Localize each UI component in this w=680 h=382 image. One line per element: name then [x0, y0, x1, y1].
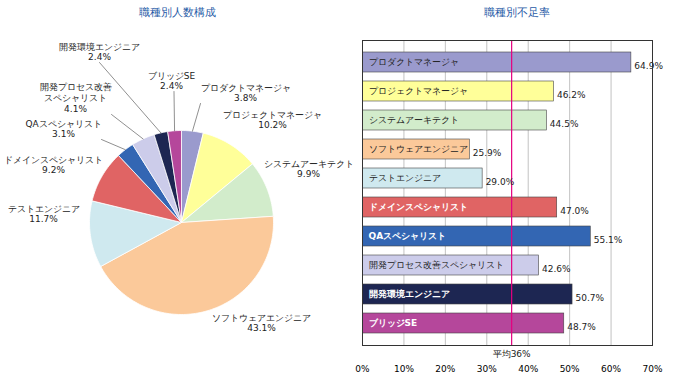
- svg-text:64.9%: 64.9%: [634, 61, 663, 71]
- svg-text:開発プロセス改善スペシャリスト: 開発プロセス改善スペシャリスト: [369, 260, 504, 270]
- svg-text:ソフトウェアエンジニア43.1%: ソフトウェアエンジニア43.1%: [212, 313, 311, 334]
- svg-text:55.1%: 55.1%: [594, 235, 623, 245]
- svg-text:プロダクトマネージャ3.8%: プロダクトマネージャ3.8%: [201, 83, 291, 104]
- svg-text:ソフトウェアエンジニア: ソフトウェアエンジニア: [369, 144, 468, 154]
- html-text:職種別人数構成: 職種別人数構成: [138, 6, 216, 19]
- svg-text:60%: 60%: [601, 364, 621, 374]
- svg-text:ドメインスペシャリスト: ドメインスペシャリスト: [369, 202, 468, 212]
- svg-text:開発環境エンジニア: 開発環境エンジニア: [369, 289, 450, 299]
- svg-text:プロジェクトマネージャ: プロジェクトマネージャ: [369, 86, 468, 96]
- svg-text:QAスペシャリスト: QAスペシャリスト: [369, 231, 447, 241]
- svg-text:システムアーキテクト: システムアーキテクト: [369, 115, 459, 125]
- svg-text:42.6%: 42.6%: [542, 264, 571, 274]
- svg-text:プロダクトマネージャ: プロダクトマネージャ: [369, 57, 459, 67]
- svg-text:0%: 0%: [355, 364, 370, 374]
- svg-text:ブリッジSE: ブリッジSE: [369, 318, 418, 328]
- html-text:職種別不足率: 職種別不足率: [484, 6, 550, 19]
- svg-text:40%: 40%: [518, 364, 538, 374]
- svg-text:10%: 10%: [394, 364, 414, 374]
- svg-text:平均36%: 平均36%: [493, 349, 531, 359]
- svg-text:25.9%: 25.9%: [473, 148, 502, 158]
- svg-text:29.0%: 29.0%: [486, 177, 515, 187]
- svg-text:システムアーキテクト9.9%: システムアーキテクト9.9%: [264, 159, 354, 180]
- svg-text:48.7%: 48.7%: [567, 322, 596, 332]
- svg-text:ドメインスペシャリスト9.2%: ドメインスペシャリスト9.2%: [4, 155, 103, 176]
- svg-text:20%: 20%: [435, 364, 455, 374]
- svg-text:30%: 30%: [477, 364, 497, 374]
- svg-text:テストエンジニア: テストエンジニア: [369, 173, 441, 183]
- svg-text:46.2%: 46.2%: [557, 90, 586, 100]
- svg-text:QAスペシャリスト3.1%: QAスペシャリスト3.1%: [25, 119, 101, 140]
- svg-text:50%: 50%: [560, 364, 580, 374]
- svg-text:開発プロセス改善スペシャリスト4.1%: 開発プロセス改善スペシャリスト4.1%: [40, 82, 112, 114]
- svg-text:70%: 70%: [642, 364, 662, 374]
- svg-text:50.7%: 50.7%: [576, 293, 605, 303]
- svg-text:テストエンジニア11.7%: テストエンジニア11.7%: [8, 204, 80, 225]
- svg-text:47.0%: 47.0%: [560, 206, 589, 216]
- svg-text:開発環境エンジニア2.4%: 開発環境エンジニア2.4%: [59, 42, 140, 63]
- svg-text:44.5%: 44.5%: [550, 119, 579, 129]
- svg-text:ブリッジSE2.4%: ブリッジSE2.4%: [148, 71, 196, 92]
- svg-text:プロジェクトマネージャ10.2%: プロジェクトマネージャ10.2%: [223, 110, 322, 131]
